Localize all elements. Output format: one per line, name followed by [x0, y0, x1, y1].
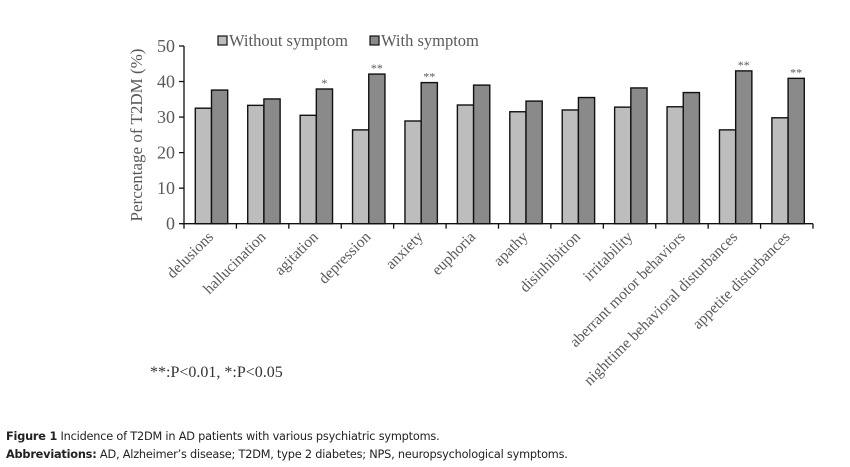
x-tick-label: anxiety [382, 228, 426, 272]
y-tick-label: 40 [157, 72, 175, 92]
figure-text: Incidence of T2DM in AD patients with va… [57, 430, 440, 443]
bar-without-aberrant-motor-behaviors [666, 106, 684, 225]
legend-label-without: Without symptom [229, 31, 348, 50]
bar-with-euphoria [472, 84, 491, 225]
legend: Without symptom With symptom [217, 31, 479, 50]
bar-without-disinhibition [561, 109, 580, 225]
x-tick-label: depression [315, 228, 374, 287]
x-tick-label: appetite disturbances [689, 229, 793, 333]
y-tick-label: 10 [157, 178, 175, 198]
bar-without-agitation [299, 114, 318, 225]
x-tick-label: euphoria [429, 228, 479, 278]
bar-without-appetite-disturbances [771, 117, 789, 225]
legend-label-with: With symptom [381, 31, 479, 50]
bar-with-appetite-disturbances [787, 77, 805, 225]
bar-with-depression [368, 73, 386, 225]
y-tick-label: 30 [157, 107, 175, 127]
x-tick-label: delusions [164, 229, 217, 282]
bar-with-nighttime-behavioral-disturbances [734, 70, 753, 225]
x-tick-label: apathy [490, 228, 531, 269]
y-tick-label: 20 [157, 143, 175, 163]
axes: 0 10 20 30 40 50 [157, 36, 814, 234]
significance-marker: ** [423, 70, 435, 84]
significance-marker: ** [371, 61, 383, 75]
bar-with-aberrant-motor-behaviors [682, 91, 701, 225]
abbreviations: Abbreviations: AD, Alzheimer’s disease; … [6, 448, 568, 461]
abbreviations-text: AD, Alzheimer’s disease; T2DM, type 2 di… [96, 448, 568, 461]
bar-without-nighttime-behavioral-disturbances [718, 129, 737, 225]
bar-with-apathy [525, 100, 543, 225]
bar-with-disinhibition [577, 96, 596, 225]
bar-without-anxiety [404, 120, 422, 225]
bar-with-irritability [630, 87, 648, 225]
bar-without-apathy [509, 111, 527, 225]
significance-note: **:P<0.01, *:P<0.05 [150, 364, 283, 381]
significance-marker: * [321, 76, 327, 90]
bar-without-hallucination [247, 104, 265, 225]
bar-with-delusions [210, 89, 229, 225]
significance-marker: ** [790, 65, 802, 79]
bar-with-agitation [315, 88, 334, 225]
y-tick-label: 0 [166, 214, 175, 234]
bar-with-hallucination [263, 98, 281, 225]
y-axis-label: Percentage of T2DM (%) [127, 49, 146, 222]
y-tick-label: 50 [157, 36, 175, 56]
legend-swatch-without [217, 35, 228, 46]
bar-without-depression [351, 129, 370, 225]
abbreviations-label: Abbreviations: [6, 448, 97, 461]
bars [194, 70, 805, 225]
legend-swatch-with [369, 35, 380, 46]
bar-without-delusions [194, 107, 213, 225]
bar-without-irritability [613, 106, 632, 225]
bar-without-euphoria [456, 104, 475, 225]
figure-label: Figure 1 [6, 430, 58, 443]
significance-marker: ** [738, 58, 750, 72]
bar-with-anxiety [420, 81, 439, 225]
x-tick-label: agitation [271, 228, 322, 279]
figure-caption: Figure 1 Incidence of T2DM in AD patient… [6, 430, 440, 443]
